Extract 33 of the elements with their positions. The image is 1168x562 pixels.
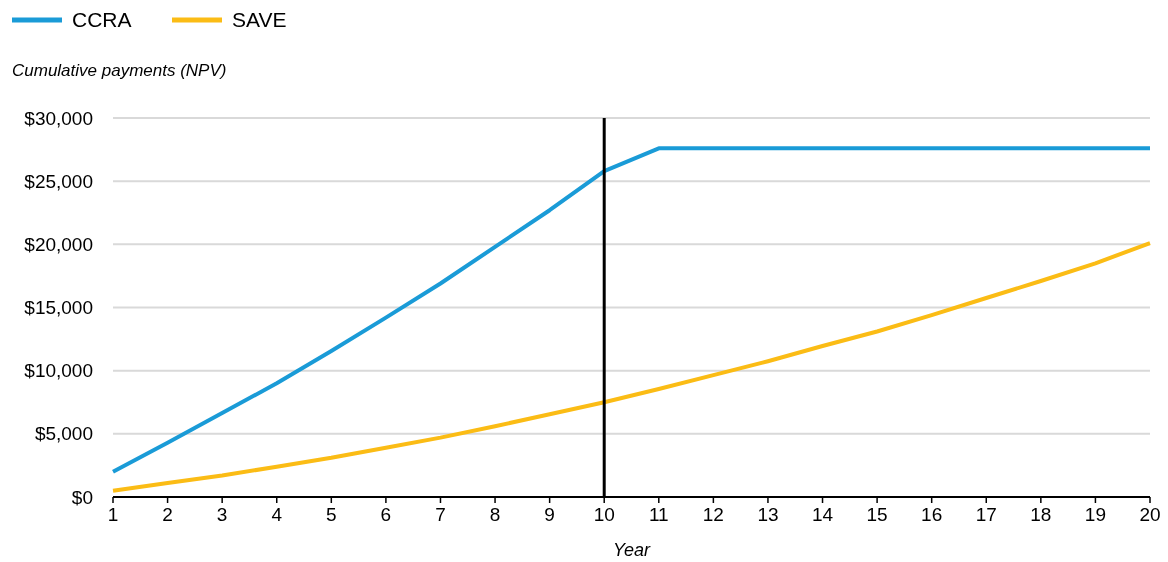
y-tick-label: $0 bbox=[71, 486, 93, 508]
x-tick-label: 4 bbox=[271, 504, 283, 525]
x-tick-label: 3 bbox=[216, 504, 228, 525]
y-axis-title: Cumulative payments (NPV) bbox=[12, 61, 227, 80]
x-axis-title: Year bbox=[612, 540, 652, 560]
legend-label: CCRA bbox=[72, 8, 132, 32]
x-tick-label: 9 bbox=[544, 504, 555, 525]
x-tick-label: 16 bbox=[921, 504, 943, 525]
x-tick-label: 6 bbox=[380, 504, 392, 525]
y-tick-label: $25,000 bbox=[24, 170, 93, 192]
x-tick-label: 7 bbox=[435, 504, 446, 525]
y-tick-label: $15,000 bbox=[24, 297, 93, 319]
y-tick-label: $5,000 bbox=[34, 423, 93, 445]
x-tick-label: 5 bbox=[326, 504, 337, 525]
x-tick-label: 12 bbox=[702, 504, 724, 525]
line-series bbox=[111, 241, 1152, 493]
y-tick-label: $20,000 bbox=[24, 233, 93, 255]
x-tick-label: 2 bbox=[162, 504, 173, 525]
x-tick-label: 20 bbox=[1139, 504, 1161, 525]
x-tick-label: 19 bbox=[1084, 504, 1106, 525]
y-tick-label: $10,000 bbox=[24, 360, 93, 382]
x-tick-label: 10 bbox=[593, 504, 615, 525]
x-tick-label: 17 bbox=[975, 504, 997, 525]
x-tick-label: 14 bbox=[811, 504, 834, 525]
x-tick-label: 1 bbox=[107, 504, 119, 525]
x-tick-label: 18 bbox=[1030, 504, 1052, 525]
x-tick-label: 13 bbox=[757, 504, 779, 525]
x-tick-label: 11 bbox=[648, 504, 669, 525]
y-tick-label: $30,000 bbox=[24, 107, 93, 129]
legend-label: SAVE bbox=[232, 8, 287, 32]
x-tick-label: 15 bbox=[866, 504, 888, 525]
line-series bbox=[111, 146, 1152, 474]
x-tick-label: 8 bbox=[489, 504, 501, 525]
